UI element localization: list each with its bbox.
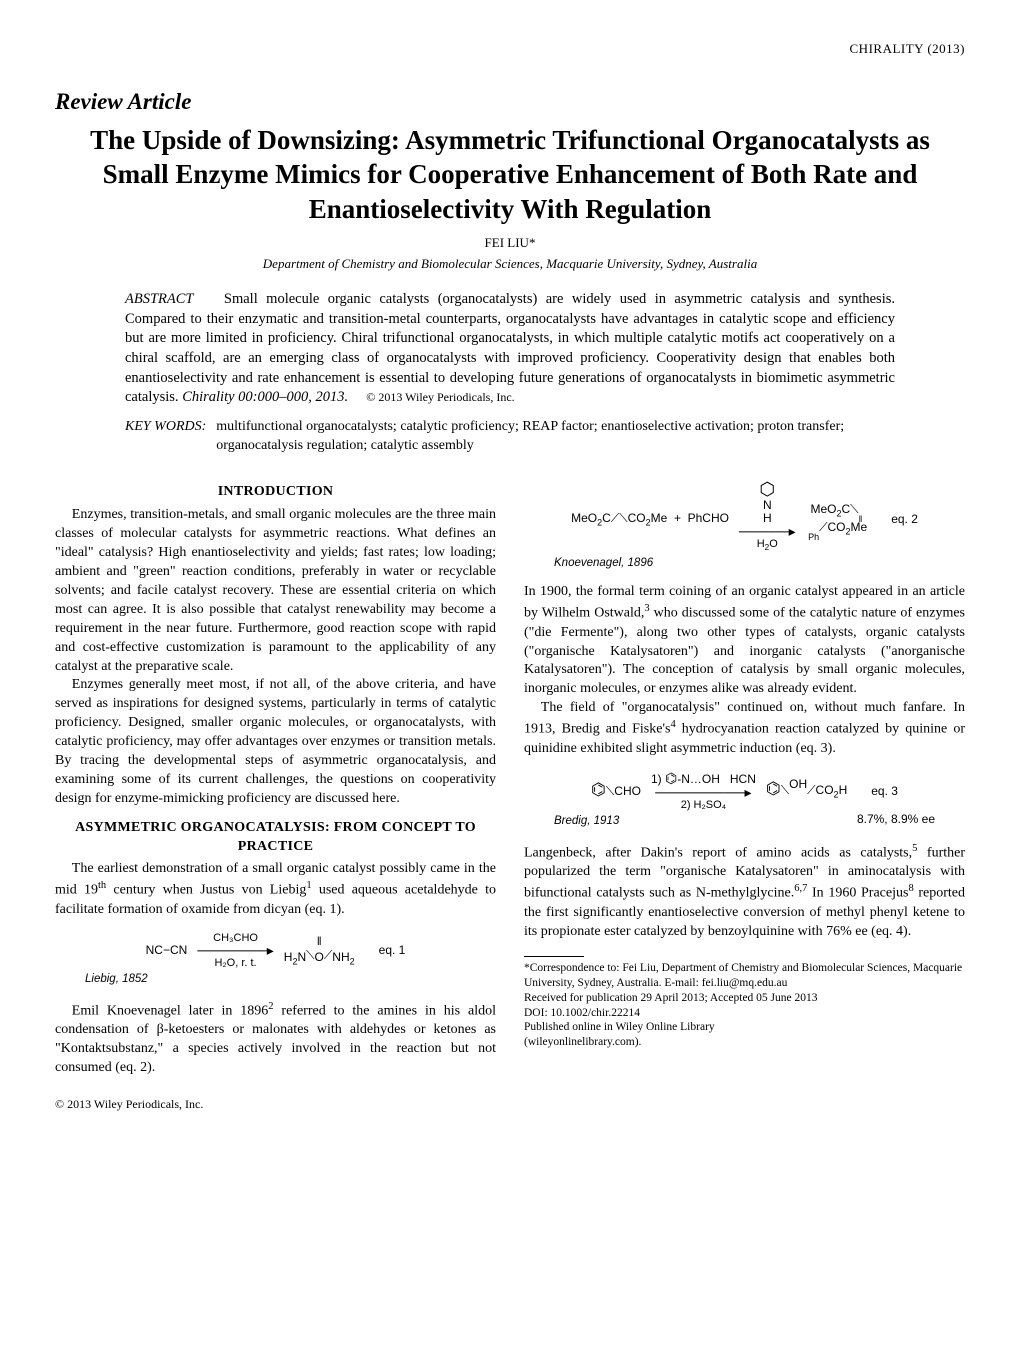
keywords-label: KEY WORDS:: [125, 418, 206, 456]
eq1-reactant: NC−CN: [146, 942, 188, 958]
eq2-reactants: MeO2C⟋⟍CO2Me + PhCHO: [571, 510, 729, 529]
eq3-step2: 2) H₂SO₄: [681, 799, 726, 811]
right-p3-c: In 1960 Pracejus: [807, 886, 908, 901]
eq1-product: H2N⟍‖O⟋NH2: [284, 933, 355, 968]
abstract-copyright: © 2013 Wiley Periodicals, Inc.: [366, 390, 514, 404]
concept-paragraph-1: The earliest demonstration of a small or…: [55, 860, 496, 919]
page-footer-copyright: © 2013 Wiley Periodicals, Inc.: [55, 1096, 965, 1112]
concept-p2-a: Emil Knoevenagel later in 1896: [72, 1003, 268, 1018]
eq3-ee-result: 8.7%, 8.9% ee: [857, 811, 935, 830]
eq2-caption: Knoevenagel, 1896: [524, 556, 965, 572]
left-column: INTRODUCTION Enzymes, transition-metals,…: [55, 473, 496, 1078]
eq1-arrow: CH₃CHO ───────▸ H₂O, r. t.: [197, 932, 273, 970]
right-column: MeO2C⟋⟍CO2Me + PhCHO ⬡NH ─────▸ H2O MeO2…: [524, 473, 965, 1078]
eq3-product: ⌬⟍OH⟋CO2H: [766, 782, 847, 801]
right-paragraph-3: Langenbeck, after Dakin's report of amin…: [524, 842, 965, 942]
keywords-block: KEY WORDS: multifunctional organocatalys…: [125, 418, 895, 456]
eq2-product: MeO2C⟍‖ Ph⟋CO2Me: [806, 501, 868, 538]
eq2-catalyst: ⬡NH: [759, 485, 775, 525]
section-heading-concept: ASYMMETRIC ORGANOCATALYSIS: FROM CONCEPT…: [55, 819, 496, 857]
concept-paragraph-2: Emil Knoevenagel later in 18962 referred…: [55, 1000, 496, 1078]
abstract-block: ABSTRACT Small molecule organic catalyst…: [125, 290, 895, 407]
right-p3-a: Langenbeck, after Dakin's report of amin…: [524, 846, 912, 861]
right-paragraph-2: The field of "organocatalysis" continued…: [524, 699, 965, 758]
footnote-separator: [524, 956, 584, 957]
abstract-label: ABSTRACT: [125, 291, 193, 307]
scheme-eq3: ⌬⟍CHO 1) ⌬-N…OH HCN ─────────▸ 2) H₂SO₄ …: [524, 771, 965, 830]
author-name: FEI LIU*: [55, 234, 965, 252]
eq2-arrow: ⬡NH ─────▸ H2O: [739, 485, 796, 552]
eq2-byproduct: H2O: [757, 538, 778, 552]
article-title: The Upside of Downsizing: Asymmetric Tri…: [55, 123, 965, 227]
footnote-received: Received for publication 29 April 2013; …: [524, 991, 965, 1006]
footnote-published: Published online in Wiley Online Library: [524, 1020, 965, 1035]
scheme-eq1: NC−CN CH₃CHO ───────▸ H₂O, r. t. H2N⟍‖O⟋…: [55, 932, 496, 988]
footnote-correspondence: *Correspondence to: Fei Liu, Department …: [524, 961, 965, 991]
eq2-label: eq. 2: [891, 511, 918, 527]
eq1-arrow-bottom: H₂O, r. t.: [214, 957, 256, 969]
eq1-label: eq. 1: [379, 942, 406, 958]
intro-paragraph-1: Enzymes, transition-metals, and small or…: [55, 506, 496, 676]
right-paragraph-1: In 1900, the formal term coining of an o…: [524, 583, 965, 699]
keywords-text: multifunctional organocatalysts; catalyt…: [216, 418, 895, 456]
eq3-reactant: ⌬⟍CHO: [591, 783, 641, 799]
footnote-url: (wileyonlinelibrary.com).: [524, 1035, 965, 1050]
footnote-block: *Correspondence to: Fei Liu, Department …: [524, 961, 965, 1051]
author-affiliation: Department of Chemistry and Biomolecular…: [55, 255, 965, 273]
review-article-label: Review Article: [55, 86, 965, 117]
section-heading-introduction: INTRODUCTION: [55, 483, 496, 502]
abstract-citation: Chirality 00:000–000, 2013.: [182, 389, 348, 405]
intro-paragraph-2: Enzymes generally meet most, if not all,…: [55, 676, 496, 808]
eq1-caption: Liebig, 1852: [55, 972, 496, 988]
eq3-label: eq. 3: [871, 783, 898, 799]
two-column-body: INTRODUCTION Enzymes, transition-metals,…: [55, 473, 965, 1078]
eq3-caption: Bredig, 1913: [554, 814, 619, 830]
journal-header: CHIRALITY (2013): [55, 40, 965, 58]
scheme-eq2: MeO2C⟋⟍CO2Me + PhCHO ⬡NH ─────▸ H2O MeO2…: [524, 485, 965, 571]
footnote-doi: DOI: 10.1002/chir.22214: [524, 1006, 965, 1021]
concept-p1-b: century when Justus von Liebig: [106, 883, 306, 898]
eq3-arrow: 1) ⌬-N…OH HCN ─────────▸ 2) H₂SO₄: [651, 771, 756, 812]
